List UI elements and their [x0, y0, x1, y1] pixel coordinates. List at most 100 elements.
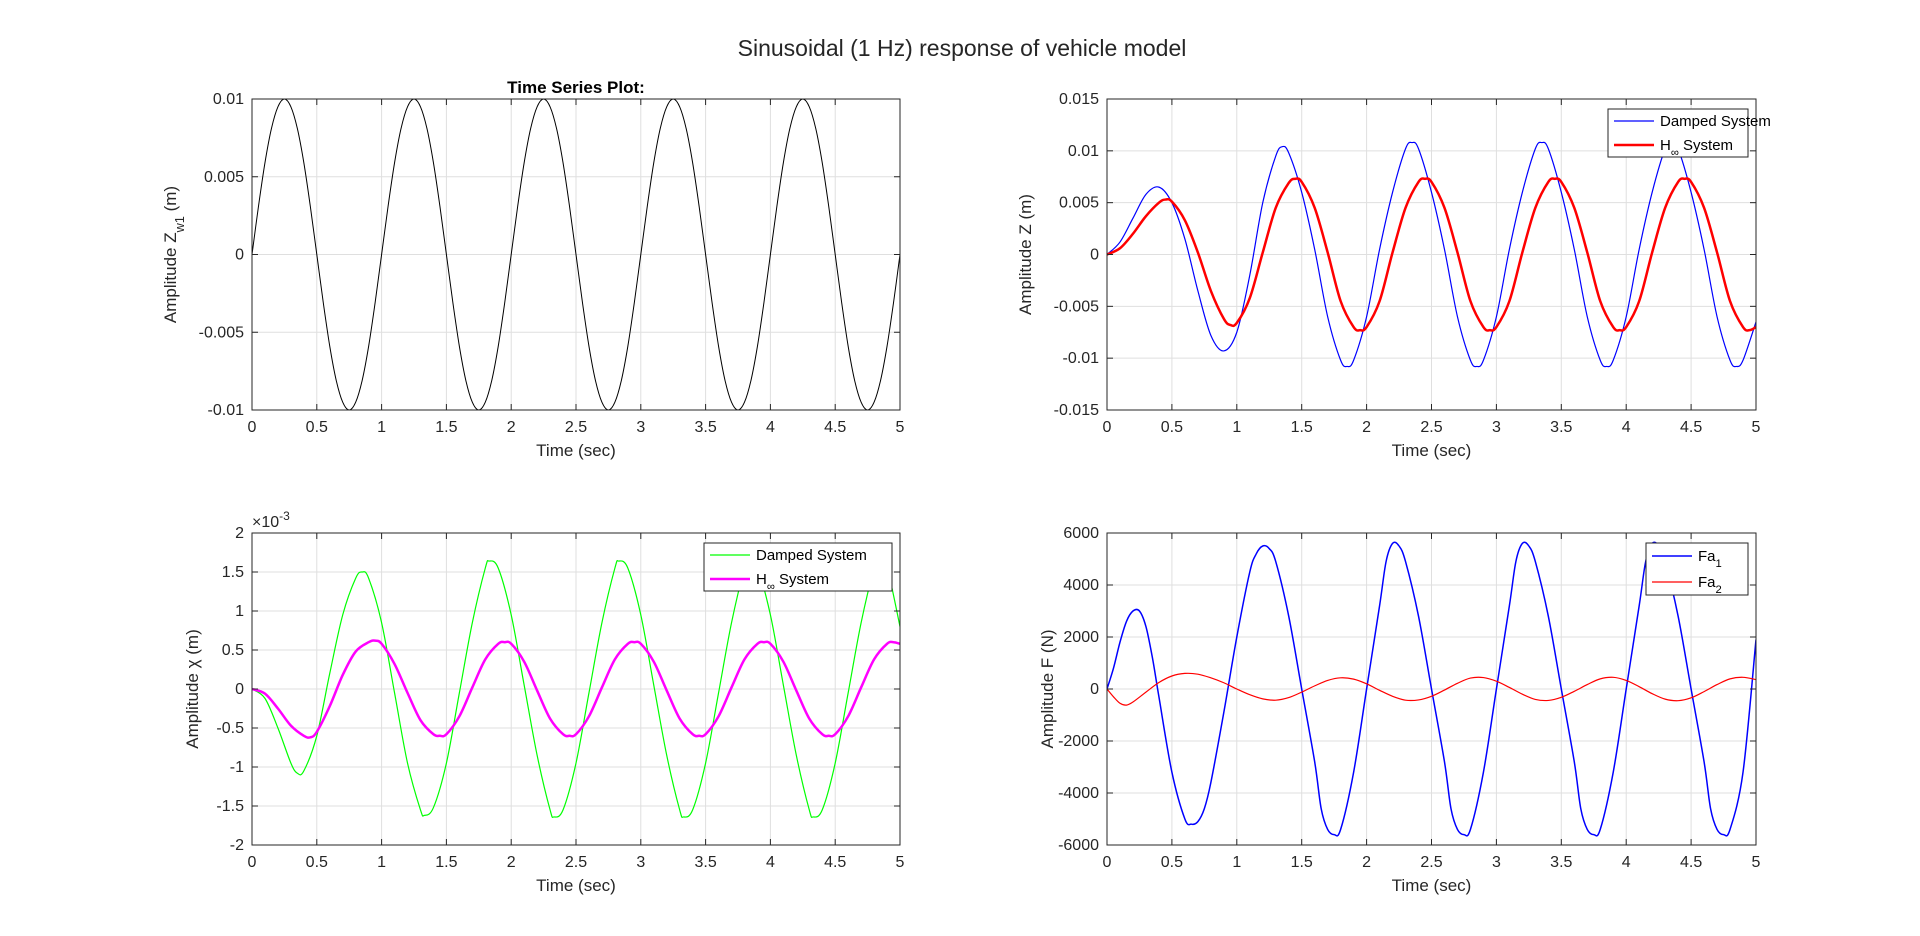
x-tick-label: 5 — [896, 854, 905, 871]
y-tick-label: 0 — [1090, 247, 1099, 264]
y-axis-label: Amplitude χ (m) — [183, 629, 202, 748]
y-tick-label: -0.5 — [216, 720, 244, 737]
x-tick-label: 1.5 — [1291, 854, 1313, 871]
x-tick-label: 0 — [1103, 419, 1112, 436]
x-tick-label: 4 — [766, 854, 775, 871]
legend-entry: Damped System — [1660, 113, 1771, 130]
x-tick-label: 1.5 — [435, 854, 457, 871]
x-axis-label: Time (sec) — [536, 876, 616, 895]
y-tick-label: 0 — [235, 681, 244, 698]
x-tick-label: 2.5 — [565, 854, 587, 871]
x-tick-label: 4.5 — [1680, 419, 1702, 436]
legend: Damped System H∞ System — [703, 542, 893, 593]
x-tick-label: 4.5 — [824, 419, 846, 436]
y-tick-label: 1.5 — [222, 564, 244, 581]
figure-title: Sinusoidal (1 Hz) response of vehicle mo… — [738, 35, 1187, 61]
y-tick-label: -1 — [230, 759, 244, 776]
x-axis-label: Time (sec) — [1392, 441, 1472, 460]
x-tick-label: 0.5 — [306, 419, 328, 436]
y-tick-label: 0.005 — [204, 169, 244, 186]
y-tick-label: 0.01 — [213, 91, 244, 108]
series-line-2 — [1107, 672, 1756, 706]
legend-box — [1607, 108, 1749, 158]
x-tick-label: 2.5 — [565, 419, 587, 436]
text-suffix: System — [775, 571, 829, 588]
y-tick-label: 4000 — [1063, 577, 1099, 594]
text-main: Amplitude Z (m) — [1016, 194, 1035, 315]
subplot-bottom-left: 0 0.5 1 1.5 2 2.5 3 3.5 4 4.5 5 -2 -1.5 -1 -0.5 0 0.5 1 1.… — [183, 509, 905, 895]
x-tick-label: 1.5 — [435, 419, 457, 436]
text-subscript: w1 — [172, 216, 187, 233]
y-tick-label: 1 — [235, 603, 244, 620]
subplot-bottom-right: 0 0.5 1 1.5 2 2.5 3 3.5 4 4.5 5 -6000 -4000 -2000 0 200… — [1038, 525, 1761, 895]
x-tick-label: 1 — [377, 419, 386, 436]
x-tick-label: 0 — [248, 854, 257, 871]
x-tick-label: 0.5 — [1161, 419, 1183, 436]
x-tick-label: 5 — [1752, 854, 1761, 871]
x-tick-label: 2.5 — [1420, 854, 1442, 871]
y-tick-label: 0.005 — [1059, 195, 1099, 212]
text-main: Amplitude Z — [161, 232, 180, 323]
text-main: Fa — [1698, 548, 1716, 565]
y-tick-label: 6000 — [1063, 525, 1099, 542]
y-axis-label: Amplitude Z (m) — [1016, 194, 1035, 315]
x-tick-label: 0 — [1103, 854, 1112, 871]
text-suffix: System — [1679, 137, 1733, 154]
y-tick-label: 0.01 — [1068, 143, 1099, 160]
x-tick-label: 2 — [1362, 419, 1371, 436]
legend-box — [703, 542, 893, 592]
series-line-1 — [252, 99, 900, 410]
x-tick-label: 3 — [636, 854, 645, 871]
subplot-title: Time Series Plot: — [507, 78, 645, 97]
x-tick-label: 3.5 — [1550, 419, 1572, 436]
text-subscript: ∞ — [1671, 147, 1679, 159]
x-tick-label: 2 — [507, 854, 516, 871]
x-tick-label: 4 — [1622, 419, 1631, 436]
subplot-top-left: 0 0.5 1 1.5 2 2.5 3 3.5 4 4.5 5 -0.01 -0.005 0 0.005 0.… — [161, 78, 905, 460]
x-tick-label: 1 — [377, 854, 386, 871]
x-tick-label: 1 — [1232, 419, 1241, 436]
y-tick-label: 0.5 — [222, 642, 244, 659]
x-tick-label: 4.5 — [824, 854, 846, 871]
x-tick-label: 0.5 — [306, 854, 328, 871]
series-line-1 — [1107, 141, 1756, 368]
legend-entry: H∞ System — [756, 571, 829, 593]
y-axis-label: Amplitude Zw1 (m) — [161, 186, 187, 323]
x-tick-label: 3 — [1492, 854, 1501, 871]
text-main: Damped System — [1660, 113, 1771, 130]
legend-entry: Damped System — [756, 547, 867, 564]
x-tick-label: 4 — [766, 419, 775, 436]
text-subscript: ∞ — [767, 581, 775, 593]
x-tick-label: 5 — [1752, 419, 1761, 436]
x-axis-label: Time (sec) — [1392, 876, 1472, 895]
x-tick-label: 2 — [507, 419, 516, 436]
text-main: H — [756, 571, 767, 588]
subplot-top-right: 0 0.5 1 1.5 2 2.5 3 3.5 4 4.5 5 -0.015 -0.01 -0.005 0 0… — [1016, 91, 1771, 460]
legend-entry: Fa1 — [1698, 548, 1722, 570]
legend-entry: Fa2 — [1698, 574, 1722, 596]
series-line-1 — [252, 559, 900, 819]
y-tick-label: 2 — [235, 525, 244, 542]
x-tick-label: 0 — [248, 419, 257, 436]
y-axis-label: Amplitude F (N) — [1038, 629, 1057, 748]
text-main: H — [1660, 137, 1671, 154]
x-tick-label: 1.5 — [1291, 419, 1313, 436]
x-tick-label: 4.5 — [1680, 854, 1702, 871]
y-tick-label: 0 — [235, 247, 244, 264]
legend-box — [1645, 542, 1749, 596]
y-tick-label: -0.005 — [199, 324, 244, 341]
x-tick-label: 3 — [636, 419, 645, 436]
y-tick-label: -0.01 — [208, 402, 245, 419]
text-main: Fa — [1698, 574, 1716, 591]
series-line-2 — [1107, 177, 1756, 332]
y-tick-label: 2000 — [1063, 629, 1099, 646]
y-tick-label: -0.015 — [1054, 402, 1099, 419]
y-tick-label: 0.015 — [1059, 91, 1099, 108]
x-tick-label: 4 — [1622, 854, 1631, 871]
text-main: Damped System — [756, 547, 867, 564]
legend: Damped System H∞ System — [1607, 108, 1771, 159]
text-main: Amplitude χ (m) — [183, 629, 202, 748]
y-tick-label: -4000 — [1058, 785, 1099, 802]
x-tick-label: 2 — [1362, 854, 1371, 871]
